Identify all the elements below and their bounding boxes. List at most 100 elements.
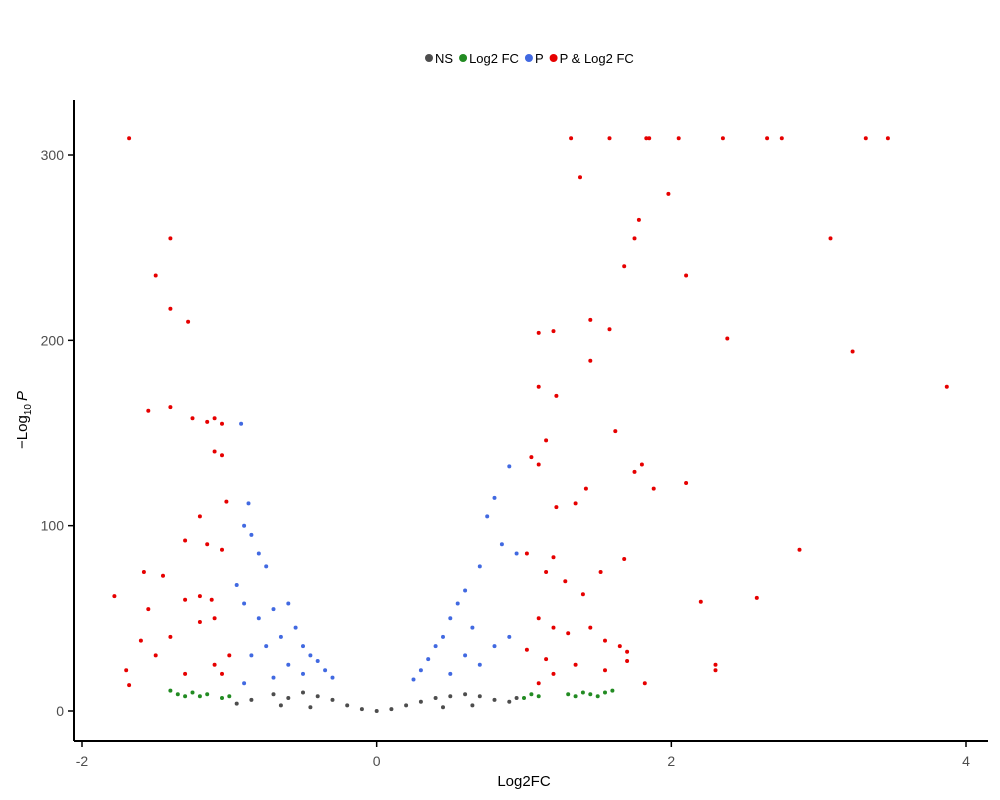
point-p-log2-fc (713, 662, 718, 667)
point-log2-fc (183, 694, 188, 699)
x-tick-label: 0 (373, 753, 381, 769)
point-p-log2-fc (603, 668, 607, 673)
x-tick-label: 4 (962, 753, 970, 769)
x-ticks: -2 0 2 4 (76, 741, 970, 769)
point-p-log2-fc (632, 469, 637, 474)
point-log2-fc (603, 690, 607, 695)
point-p-log2-fc (161, 573, 165, 578)
point-p (477, 564, 482, 569)
point-p (470, 625, 475, 630)
point-log2-fc (190, 690, 195, 695)
point-p-log2-fc (220, 547, 224, 552)
point-p (514, 551, 519, 556)
point-log2-fc (536, 694, 541, 699)
point-p-log2-fc (209, 597, 214, 602)
point-ns (448, 694, 453, 699)
point-p-log2-fc (588, 317, 593, 322)
point-p (271, 607, 276, 612)
point-p-log2-fc (569, 136, 574, 141)
point-p-log2-fc (563, 579, 568, 584)
point-p (246, 501, 251, 506)
point-p-log2-fc (127, 683, 132, 688)
point-ns (234, 701, 239, 706)
point-p-log2-fc (698, 599, 703, 604)
point-p-log2-fc (536, 681, 541, 686)
point-ns (470, 703, 475, 708)
point-log2-fc (595, 694, 600, 699)
point-p-log2-fc (183, 671, 188, 676)
legend-label-ns: NS (435, 51, 453, 66)
point-p (239, 421, 244, 426)
point-p (286, 601, 291, 606)
point-p-log2-fc (224, 499, 229, 504)
point-p-log2-fc (536, 330, 541, 335)
point-p-log2-fc (850, 349, 855, 354)
y-axis-title-prefix: −Log (14, 415, 31, 449)
y-axis-title-suffix: P (14, 391, 31, 401)
point-p-log2-fc (644, 136, 649, 141)
y-ticks: 0 100 200 300 (41, 147, 74, 719)
x-tick-label: 2 (667, 753, 675, 769)
legend-key-log2-fc (459, 54, 468, 62)
point-log2-fc (610, 688, 615, 693)
point-p-log2-fc (168, 634, 173, 639)
point-p (278, 634, 283, 639)
point-p (485, 514, 490, 519)
point-ns (374, 709, 379, 713)
point-p-log2-fc (666, 191, 671, 196)
point-log2-fc (588, 692, 593, 697)
point-ns (418, 699, 423, 704)
point-p-log2-fc (227, 653, 232, 658)
point-p-log2-fc (536, 616, 541, 621)
point-p-log2-fc (146, 607, 151, 612)
y-axis-title: −Log10 P (14, 391, 34, 449)
point-p-log2-fc (617, 644, 622, 649)
point-ns (301, 690, 305, 695)
point-p-log2-fc (544, 657, 549, 662)
point-p-log2-fc (580, 592, 585, 597)
plot-points (112, 136, 949, 713)
point-p-log2-fc (212, 662, 217, 667)
point-p-log2-fc (205, 419, 210, 424)
point-ns (308, 705, 313, 710)
point-p-log2-fc (551, 671, 556, 676)
point-p-log2-fc (212, 449, 217, 454)
point-p (315, 659, 320, 663)
point-p-log2-fc (153, 653, 158, 658)
point-p-log2-fc (197, 514, 202, 519)
point-p (293, 625, 298, 630)
point-p-log2-fc (725, 336, 730, 341)
point-p-log2-fc (551, 329, 556, 334)
y-tick-label: 300 (41, 147, 65, 163)
point-p (507, 634, 512, 639)
point-p-log2-fc (566, 631, 571, 636)
x-tick-label: -2 (76, 753, 89, 769)
x-axis-title: Log2FC (497, 773, 551, 790)
point-p-log2-fc (197, 620, 202, 624)
legend-key-p (524, 54, 533, 62)
point-log2-fc (197, 694, 202, 699)
point-ns (514, 696, 519, 700)
point-p-log2-fc (554, 393, 559, 398)
point-p (411, 677, 416, 682)
point-p-log2-fc (529, 455, 534, 460)
point-p-log2-fc (212, 416, 217, 421)
point-p-log2-fc (112, 594, 117, 599)
point-p-log2-fc (212, 616, 217, 621)
legend-key-p-log2-fc (549, 54, 558, 62)
point-p-log2-fc (186, 319, 191, 324)
point-p-log2-fc (885, 136, 890, 141)
point-ns (271, 692, 276, 697)
point-p (441, 634, 445, 639)
point-p-log2-fc (153, 273, 158, 278)
point-p-log2-fc (765, 136, 770, 141)
point-ns (507, 699, 512, 704)
point-ns (278, 703, 283, 708)
point-p-log2-fc (607, 327, 612, 332)
point-p-log2-fc (536, 384, 541, 389)
point-p (256, 551, 261, 556)
point-p (323, 668, 328, 673)
y-tick-label: 200 (41, 332, 65, 348)
point-p (492, 495, 497, 500)
y-tick-label: 100 (41, 518, 65, 534)
